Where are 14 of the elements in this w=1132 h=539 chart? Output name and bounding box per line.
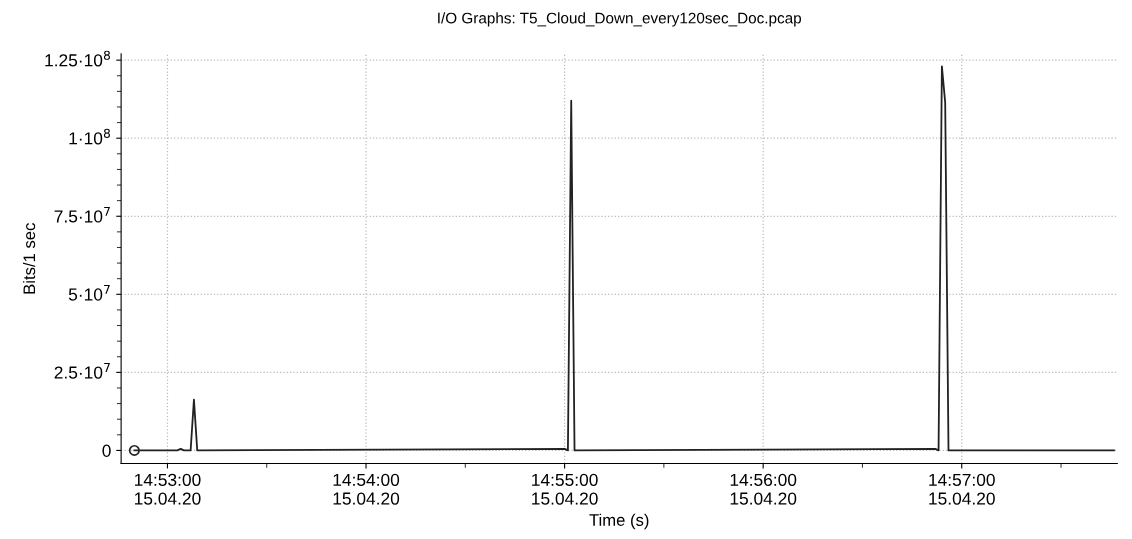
- y-axis-title: Bits/1 sec: [22, 223, 36, 294]
- chart-title: I/O Graphs: T5_Cloud_Down_every120sec_Doc.pcap: [438, 12, 802, 27]
- x-tick-label: 14:56:00 15.04.20: [730, 473, 797, 505]
- x-tick-label: 14:53:00 15.04.20: [134, 473, 201, 505]
- x-tick-label: 14:55:00 15.04.20: [532, 473, 598, 505]
- x-tick-label: 14:57:00 15.04.20: [929, 473, 995, 505]
- y-tick-label: 0: [102, 444, 111, 457]
- x-axis-title: Time (s): [589, 513, 649, 530]
- y-tick-label: 1·10$^{8}$: [69, 128, 110, 145]
- y-tick-label: 7.5·10$^{7}$: [54, 206, 110, 223]
- y-tick-label: 5·10$^{7}$: [68, 284, 110, 301]
- y-tick-label: 1.25·10$^{8}$: [45, 50, 110, 67]
- y-tick-label: 2.5·10$^{7}$: [54, 363, 110, 379]
- x-tick-label: 14:54:00 15.04.20: [333, 473, 400, 505]
